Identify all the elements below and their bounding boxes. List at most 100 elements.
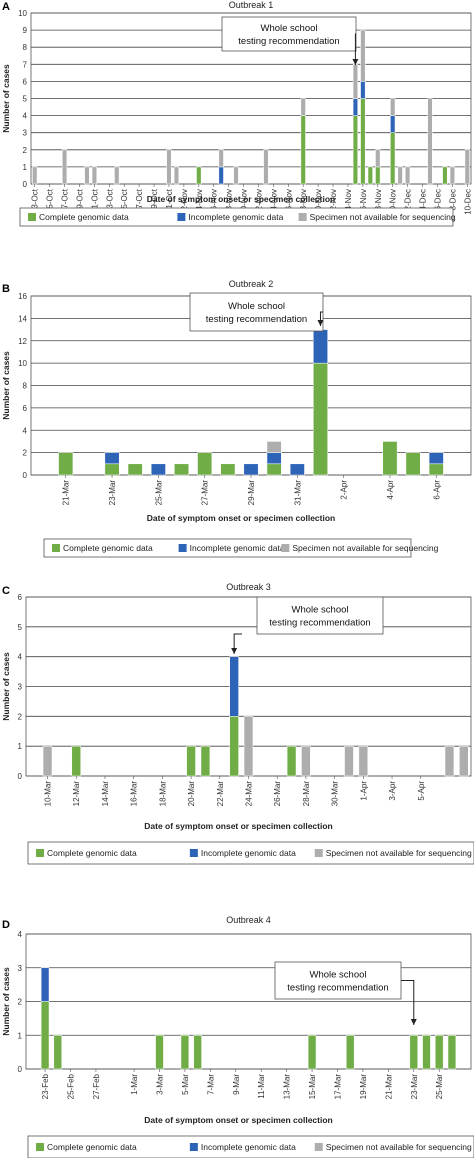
annotation-arrow — [401, 980, 415, 1025]
legend-swatch — [36, 1143, 44, 1151]
y-tick-label: 8 — [23, 43, 28, 52]
bar-unavailable — [243, 716, 254, 777]
annotation-line-1: Whole school — [309, 970, 366, 981]
y-tick-label: 1 — [18, 1031, 23, 1040]
x-tick-label: 31-Oct — [165, 188, 174, 213]
x-tick-label: 4-Nov — [195, 189, 204, 210]
x-tick-label: 26-Mar — [273, 781, 282, 807]
panel-b: B Outbreak 2 0 2 4 6 8 10 12 14 16 21-Mar 23-Mar 25-M… — [1, 279, 472, 558]
bar-complete — [390, 132, 396, 185]
bar-complete — [58, 452, 74, 476]
x-tick-label: 23-Mar — [410, 1074, 419, 1100]
y-tick-label: 9 — [23, 26, 28, 35]
y-tick-label: 3 — [23, 129, 28, 138]
x-tick-label: 20-Nov — [314, 189, 323, 215]
x-tick-label: 8-Nov — [225, 189, 234, 210]
legend-label: Complete genomic data — [39, 212, 129, 222]
annotation-line-2: testing recommendation — [287, 983, 388, 994]
x-tick-label: 21-Oct — [90, 188, 99, 213]
legend-label: Incomplete genomic data — [190, 543, 285, 553]
legend-label: Incomplete genomic data — [188, 212, 283, 222]
x-tick-label: 29-Mar — [247, 480, 256, 506]
bar-complete — [200, 745, 211, 777]
bar-complete — [300, 115, 306, 185]
bar-unavailable — [459, 745, 469, 777]
y-tick-label: 1 — [18, 742, 23, 751]
y-tick-label: 4 — [23, 112, 28, 121]
y-tick-label: 5 — [23, 95, 28, 104]
x-tick-label: 2-Dec — [404, 189, 413, 210]
legend-label: Incomplete genomic data — [201, 848, 296, 858]
bar-unavailable — [166, 149, 172, 185]
bar-complete — [266, 463, 282, 476]
bar-incomplete — [390, 115, 396, 133]
bar-unavailable — [218, 149, 224, 168]
bar-unavailable — [358, 745, 369, 777]
bar-complete — [375, 166, 381, 185]
x-tick-label: 10-Dec — [463, 189, 472, 215]
legend-swatch — [177, 213, 186, 221]
x-tick-label: 25-Feb — [67, 1073, 76, 1099]
x-tick-label: 30-Mar — [331, 781, 340, 807]
legend: Complete genomic data Incomplete genomic … — [27, 841, 474, 865]
x-tick-label: 16-Nov — [284, 189, 293, 215]
bar-incomplete — [313, 329, 328, 364]
y-tick-label: 14 — [18, 314, 27, 323]
x-tick-label: 4-Apr — [386, 480, 395, 500]
legend-label: Complete genomic data — [63, 543, 153, 553]
x-tick-label: 5-Mar — [181, 1074, 190, 1095]
y-tick-label: 6 — [18, 593, 23, 602]
x-tick-label: 13-Mar — [283, 1074, 292, 1100]
panel-letter: B — [2, 283, 10, 295]
y-tick-label: 1 — [23, 163, 28, 172]
bar-incomplete — [104, 452, 120, 465]
bar-unavailable — [84, 166, 90, 185]
y-axis-label: Number of cases — [1, 64, 11, 133]
panel-letter: A — [2, 1, 10, 13]
annotation-line-1: Whole school — [228, 301, 285, 312]
annotation-line-2: testing recommendation — [238, 36, 339, 47]
chart-title: Outbreak 4 — [226, 915, 271, 925]
bar-complete — [442, 166, 448, 185]
bar-unavailable — [91, 166, 97, 185]
bar-complete — [104, 463, 120, 476]
bar-complete — [409, 1035, 418, 1070]
bar-complete — [197, 452, 213, 476]
bar-incomplete — [266, 452, 282, 465]
bar-incomplete — [428, 452, 444, 465]
x-tick-label: 31-Mar — [293, 480, 302, 506]
x-tick-label: 12-Nov — [254, 189, 263, 215]
x-tick-label: 17-Mar — [334, 1074, 343, 1100]
x-tick-label: 28-Nov — [374, 189, 383, 215]
legend-frame — [19, 207, 454, 227]
legend-frame — [43, 538, 412, 558]
bar-unavailable — [32, 166, 38, 185]
x-tick-label: 27-Mar — [201, 480, 210, 506]
x-axis-label: Date of symptom onset or specimen collec… — [147, 513, 335, 523]
y-tick-label: 3 — [18, 964, 23, 973]
bar-complete — [382, 441, 398, 476]
bar-incomplete — [40, 967, 50, 1002]
y-tick-label: 4 — [18, 653, 23, 662]
y-axis-label: Number of cases — [1, 351, 11, 420]
x-tick-label: 12-Mar — [72, 781, 81, 807]
bar-complete — [196, 166, 202, 185]
bar-complete — [313, 362, 328, 476]
x-tick-label: 6-Dec — [433, 189, 442, 210]
x-tick-label: 13-Oct — [31, 188, 40, 213]
bar-complete — [307, 1035, 317, 1070]
bar-complete — [180, 1035, 190, 1070]
panel-a: A Outbreak 1 0 1 2 3 4 5 6 7 8 9 10 13-Oct 15-Oct 17-Oc… — [1, 0, 472, 227]
bar-unavailable — [360, 29, 366, 82]
bar-unavailable — [449, 166, 455, 185]
x-tick-label: 15-Oct — [46, 188, 55, 213]
bar-complete — [360, 98, 366, 185]
x-tick-label: 14-Mar — [101, 781, 110, 807]
legend-label: Specimen not available for sequencing — [310, 212, 456, 222]
legend-frame — [27, 841, 474, 865]
annotation-line-1: Whole school — [291, 605, 348, 616]
y-tick-label: 12 — [18, 337, 27, 346]
x-tick-label: 20-Mar — [187, 781, 196, 807]
bar-complete — [435, 1035, 444, 1070]
bar-unavailable — [464, 149, 470, 185]
